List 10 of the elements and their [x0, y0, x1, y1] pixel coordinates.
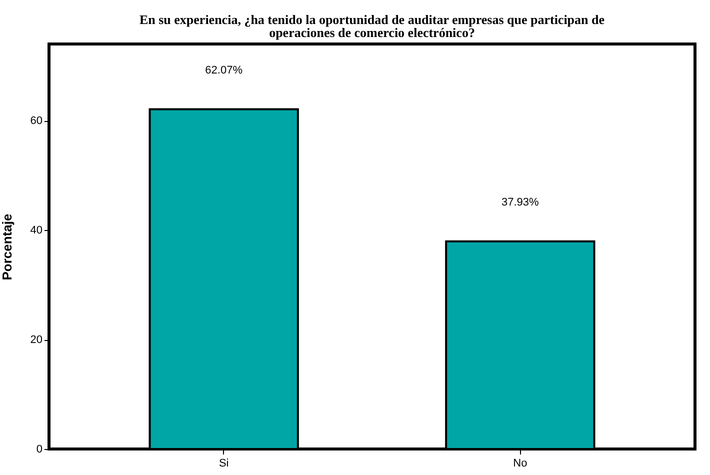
y-tick-label: 0 — [36, 444, 42, 456]
chart-title: En su experiencia, ¿ha tenido la oportunidad de auditar empresas que participan de operaciones de comercio electrónico? — [139, 12, 605, 40]
y-axis-title: Porcentaje — [0, 214, 14, 280]
y-tick-label: 40 — [30, 224, 42, 237]
x-tick-label: Si — [218, 458, 229, 470]
data-label: 62.07% — [205, 64, 243, 76]
data-label: 37.93% — [502, 196, 540, 208]
y-tick-label: 20 — [30, 334, 42, 346]
x-tick-label: No — [513, 458, 528, 470]
y-tick-label: 60 — [30, 115, 42, 128]
